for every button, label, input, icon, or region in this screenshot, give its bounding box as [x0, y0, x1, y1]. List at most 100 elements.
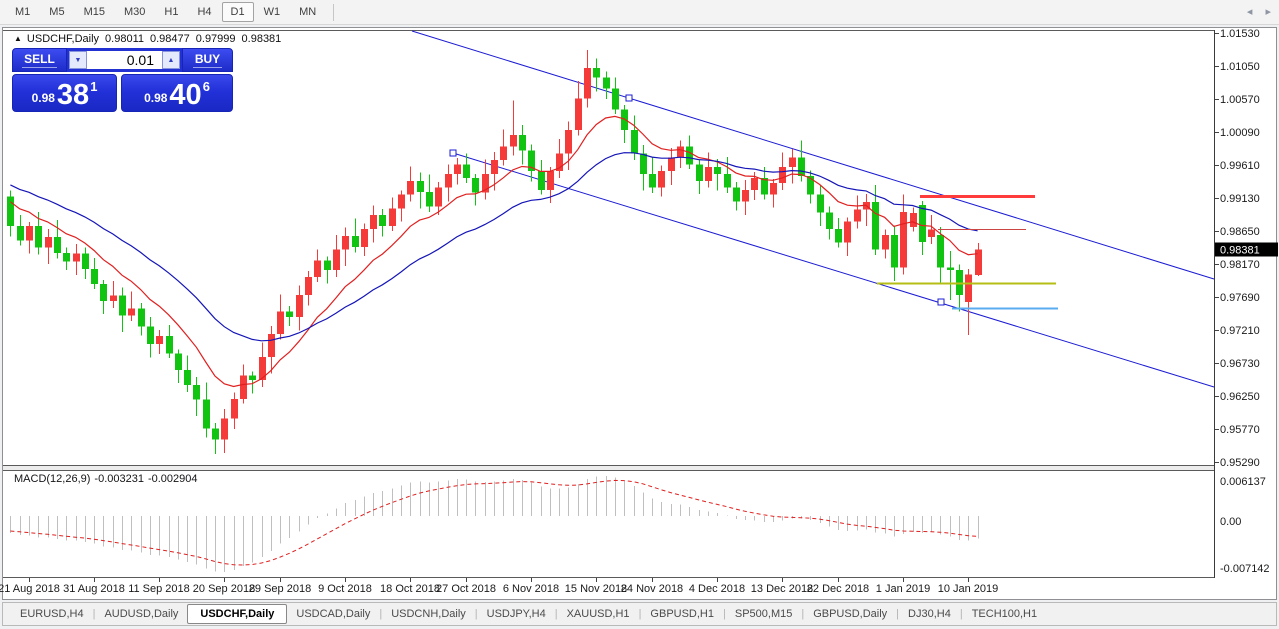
- date-axis: 21 Aug 2018 31 Aug 2018 11 Sep 2018 20 Sep …: [0, 578, 998, 595]
- candle-body: [389, 208, 396, 227]
- date-tick-label: 10 Jan 2019: [938, 583, 999, 595]
- candle-body: [91, 268, 98, 284]
- toolbar-separator: [333, 3, 335, 21]
- channel-handle[interactable]: [937, 298, 945, 306]
- candle-body: [826, 212, 833, 229]
- candle-body: [417, 180, 424, 192]
- chart-tab-usdchf-daily[interactable]: USDCHF,Daily: [187, 604, 288, 624]
- ma-slow: [10, 152, 978, 342]
- candle-body: [649, 173, 656, 188]
- chart-tab-dj30-h4[interactable]: DJ30,H4: [908, 608, 951, 620]
- timeframe-button-mn[interactable]: MN: [299, 6, 317, 18]
- buy-button[interactable]: BUY: [182, 48, 233, 72]
- candle-body: [928, 229, 935, 238]
- candle-body: [212, 428, 219, 440]
- candle-body: [333, 249, 340, 271]
- candle-body: [677, 146, 684, 158]
- tab-separator: |: [723, 608, 726, 620]
- chart-tab-eurusd-h4[interactable]: EURUSD,H4: [20, 608, 84, 620]
- price-tick-label: 0.99610: [1220, 160, 1260, 172]
- price-tick-label: 1.01050: [1220, 61, 1260, 73]
- candle-body: [705, 167, 712, 181]
- tab-scroll-right-icon[interactable]: ▸: [1265, 6, 1271, 18]
- candle-body: [231, 398, 238, 419]
- chart-title: ▲ USDCHF,Daily 0.98011 0.98477 0.97999 0.9838…: [14, 33, 281, 45]
- candle-body: [798, 157, 805, 177]
- timeframe-button-m5[interactable]: M5: [49, 6, 65, 18]
- horizontal-line-objects[interactable]: [877, 195, 1058, 310]
- candle-body: [584, 68, 591, 99]
- volume-increase-button[interactable]: ▲: [162, 51, 180, 69]
- low-value: 0.97999: [195, 33, 236, 45]
- candle-body: [789, 157, 796, 168]
- candle-body: [138, 308, 145, 327]
- timeframe-button-h1[interactable]: H1: [164, 6, 179, 18]
- candle-body: [26, 226, 33, 241]
- chart-tab-sp500-m15[interactable]: SP500,M15: [734, 608, 793, 620]
- chart-tab-audusd-daily[interactable]: AUDUSD,Daily: [104, 608, 179, 620]
- candle-body: [556, 153, 563, 172]
- timeframe-button-w1[interactable]: W1: [263, 6, 281, 18]
- chart-tab-usdjpy-h4[interactable]: USDJPY,H4: [486, 608, 546, 620]
- chart-tab-gbpusd-h1[interactable]: GBPUSD,H1: [650, 608, 714, 620]
- chart-tab-usdcad-daily[interactable]: USDCAD,Daily: [296, 608, 371, 620]
- ma-fast: [10, 115, 978, 388]
- trend-channel[interactable]: [411, 30, 1215, 388]
- chart-tab-gbpusd-daily[interactable]: GBPUSD,Daily: [813, 608, 888, 620]
- candle-body: [538, 171, 545, 190]
- candle-body: [370, 215, 377, 229]
- chart-frame: [3, 30, 1215, 578]
- buy-price-display[interactable]: 0.98 40 6: [121, 74, 233, 112]
- channel-handle[interactable]: [449, 149, 457, 157]
- chart-tab-tech100-h1[interactable]: TECH100,H1: [971, 608, 1038, 620]
- candle-body: [305, 277, 312, 295]
- candle-body: [742, 189, 749, 202]
- timeframe-button-m30[interactable]: M30: [123, 6, 146, 18]
- sell-price-display[interactable]: 0.98 38 1: [12, 74, 117, 112]
- price-tick-label: 0.99130: [1220, 193, 1260, 205]
- sell-price-pip: 1: [90, 79, 98, 94]
- candle-body: [7, 196, 14, 227]
- channel-handle[interactable]: [625, 94, 633, 102]
- chart-tab-bar: EURUSD,H4 | AUDUSD,Daily USDCHF,Daily USDCAD…: [2, 602, 1277, 626]
- price-tick-label: 0.97210: [1220, 325, 1260, 337]
- price-tick-label: 0.95290: [1220, 457, 1260, 469]
- chart-tab-xauusd-h1[interactable]: XAUUSD,H1: [566, 608, 630, 620]
- timeframe-button-m15[interactable]: M15: [83, 6, 105, 18]
- macd-signal-line: [10, 479, 978, 566]
- date-tick-label: 21 Aug 2018: [0, 583, 60, 595]
- date-tick-label: 15 Nov 2018: [565, 583, 627, 595]
- candle-body: [296, 294, 303, 317]
- candle-body: [761, 178, 768, 195]
- sell-price-big: 38: [56, 79, 90, 112]
- candle-body: [565, 129, 572, 154]
- macd-name: MACD(12,26,9): [14, 473, 91, 485]
- candle-body: [733, 187, 740, 202]
- candle-body: [817, 194, 824, 213]
- candle-body: [807, 176, 814, 195]
- chart-tab-usdcnh-daily[interactable]: USDCNH,Daily: [391, 608, 466, 620]
- high-value: 0.98477: [150, 33, 190, 45]
- timeframe-button-d1[interactable]: D1: [221, 2, 254, 22]
- candle-body: [612, 88, 619, 110]
- date-tick-label: 1 Jan 2019: [876, 583, 930, 595]
- timeframe-button-m1[interactable]: M1: [15, 6, 31, 18]
- volume-decrease-button[interactable]: ▼: [69, 51, 87, 69]
- date-tick-label: 6 Nov 2018: [503, 583, 559, 595]
- timeframe-button-h4[interactable]: H4: [197, 6, 212, 18]
- candle-body: [519, 134, 526, 151]
- candle-body: [361, 228, 368, 247]
- sell-button[interactable]: SELL: [12, 48, 67, 72]
- candle-body: [658, 171, 665, 188]
- candle-body: [779, 167, 786, 183]
- candle-body: [352, 235, 359, 247]
- volume-input[interactable]: [87, 51, 162, 69]
- collapse-panel-icon[interactable]: ▲: [14, 34, 22, 43]
- candle-body: [510, 134, 517, 147]
- candle-body: [482, 173, 489, 193]
- tab-separator: |: [379, 608, 383, 620]
- tab-scroll-left-icon[interactable]: ◂: [1246, 6, 1253, 18]
- candle-body: [975, 249, 982, 275]
- close-value: 0.98381: [241, 33, 282, 45]
